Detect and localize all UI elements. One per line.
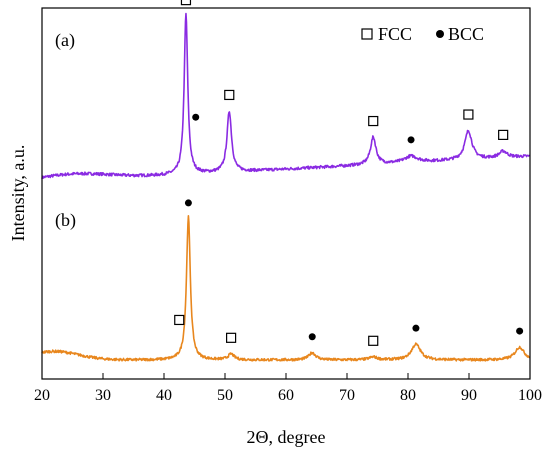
x-tick-label: 80 xyxy=(400,387,416,404)
bcc-peak-marker xyxy=(184,199,192,207)
fcc-peak-marker xyxy=(224,89,235,101)
plot-frame xyxy=(41,7,531,380)
x-tick-label: 70 xyxy=(339,387,355,404)
panel-label-a: (a) xyxy=(55,30,75,51)
x-axis-label: 2Θ, degree xyxy=(247,427,326,447)
legend-bcc-marker xyxy=(436,30,444,38)
legend-fcc-marker xyxy=(361,28,373,40)
bcc-peak-marker xyxy=(192,113,200,121)
y-axis-label: Intensity, a.u. xyxy=(8,145,28,242)
legend-fcc-label: FCC xyxy=(378,24,412,44)
fcc-peak-marker xyxy=(180,0,192,6)
fcc-peak-marker xyxy=(368,335,379,346)
x-tick-label: 90 xyxy=(461,387,477,404)
x-axis-ticks: 20 30 40 50 60 70 80 90 100 xyxy=(34,373,542,404)
bcc-peak-marker xyxy=(308,333,316,341)
x-tick-label: 30 xyxy=(95,387,111,404)
xrd-curve-a xyxy=(41,12,531,180)
x-tick-label: 50 xyxy=(217,387,233,404)
panel-label-b: (b) xyxy=(55,210,76,231)
fcc-peak-marker xyxy=(498,129,509,141)
panel-b-group xyxy=(41,199,531,362)
fcc-peak-marker xyxy=(174,314,185,326)
bcc-peak-marker xyxy=(407,136,415,144)
x-tick-label: 20 xyxy=(34,387,50,404)
legend-bcc-label: BCC xyxy=(448,24,484,44)
fcc-peak-marker xyxy=(463,109,474,120)
bcc-peak-marker xyxy=(516,327,524,335)
fcc-peak-marker xyxy=(226,332,237,343)
fcc-peak-marker xyxy=(368,115,379,127)
legend: FCC BCC xyxy=(361,24,484,44)
bcc-peak-marker xyxy=(412,324,420,332)
x-tick-label: 60 xyxy=(278,387,294,404)
x-tick-label: 40 xyxy=(156,387,172,404)
panel-a-group xyxy=(41,0,531,180)
xrd-curve-b xyxy=(41,214,531,362)
x-tick-label: 100 xyxy=(518,387,542,404)
